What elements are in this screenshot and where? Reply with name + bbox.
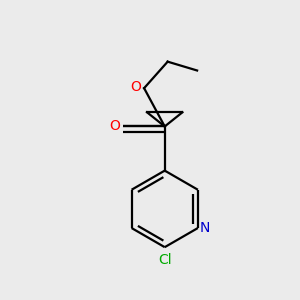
- Text: O: O: [109, 119, 120, 134]
- Text: Cl: Cl: [158, 254, 172, 267]
- Text: O: O: [130, 80, 141, 94]
- Text: N: N: [200, 221, 210, 235]
